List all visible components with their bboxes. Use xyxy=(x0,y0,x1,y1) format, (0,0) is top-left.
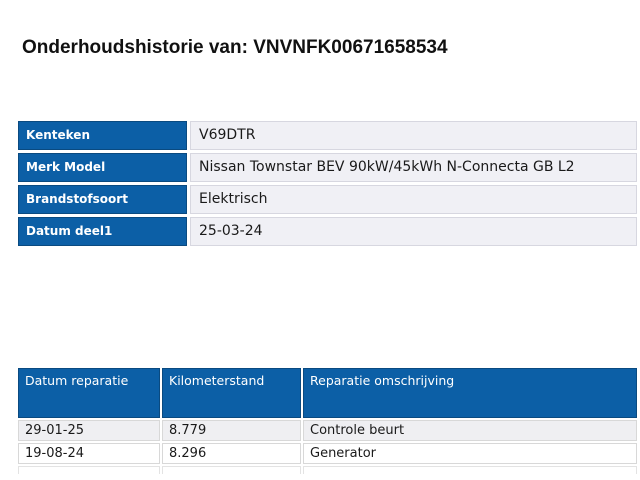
info-value-merk-model: Nissan Townstar BEV 90kW/45kWh N-Connect… xyxy=(190,153,637,182)
repair-row-1-datum: 19-08-24 xyxy=(18,443,160,464)
repair-row-1-kilometerstand: 8.296 xyxy=(162,443,301,464)
repair-row-0-kilometerstand: 8.779 xyxy=(162,420,301,441)
info-value-kenteken: V69DTR xyxy=(190,121,637,150)
info-label-brandstofsoort: Brandstofsoort xyxy=(18,185,187,214)
info-label-datum-deel1: Datum deel1 xyxy=(18,217,187,246)
info-value-datum-deel1: 25-03-24 xyxy=(190,217,637,246)
column-header-reparatie-omschrijving: Reparatie omschrijving xyxy=(303,368,637,418)
repair-row-1-omschrijving: Generator xyxy=(303,443,637,464)
empty-row-cell xyxy=(162,466,301,474)
empty-row-cell xyxy=(18,466,160,474)
repair-history-table: Datum reparatie Kilometerstand Reparatie… xyxy=(18,368,637,474)
page-title: Onderhoudshistorie van: VNVNFK0067165853… xyxy=(22,36,448,58)
vehicle-info-table: Kenteken V69DTR Merk Model Nissan Townst… xyxy=(18,121,637,246)
repair-row-0-omschrijving: Controle beurt xyxy=(303,420,637,441)
repair-row-0-datum: 29-01-25 xyxy=(18,420,160,441)
info-value-brandstofsoort: Elektrisch xyxy=(190,185,637,214)
column-header-datum-reparatie: Datum reparatie xyxy=(18,368,160,418)
info-label-kenteken: Kenteken xyxy=(18,121,187,150)
info-label-merk-model: Merk Model xyxy=(18,153,187,182)
column-header-kilometerstand: Kilometerstand xyxy=(162,368,301,418)
empty-row-cell xyxy=(303,466,637,474)
